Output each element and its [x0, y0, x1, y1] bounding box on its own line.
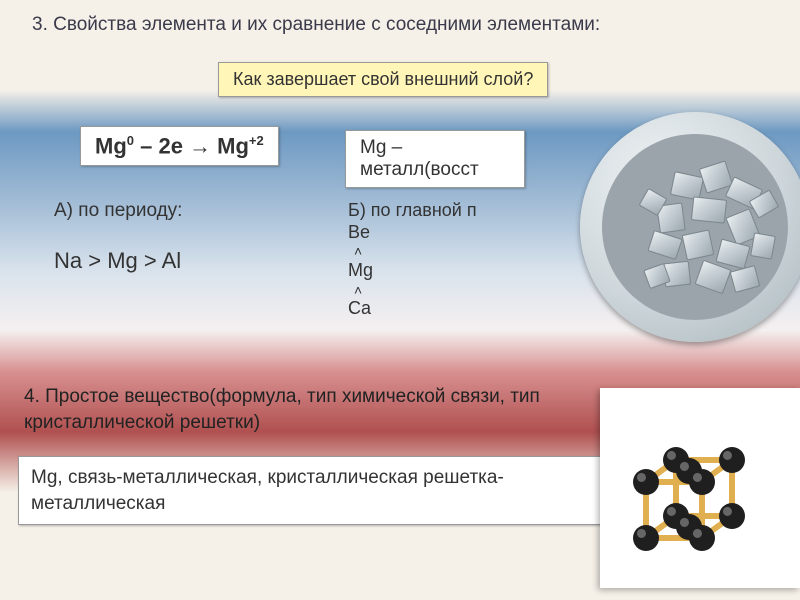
group-column: Б) по главной п Be ˄ Mg ˄ Ca: [348, 200, 477, 320]
group-item: Ca: [348, 298, 477, 320]
section3-title: 3. Свойства элемента и их сравнение с со…: [0, 0, 800, 44]
crystal-lattice-image: [600, 388, 800, 588]
group-item: Be: [348, 222, 477, 244]
caret-icon: ˄: [348, 282, 477, 299]
magnesium-dish-image: [580, 112, 800, 342]
equation-box: Mg0 – 2e → Mg+2: [80, 126, 279, 166]
group-item: Mg: [348, 260, 477, 282]
period-comparison: Na > Mg > Al: [54, 248, 181, 274]
period-label: А) по периоду:: [54, 200, 182, 222]
section4-title: 4. Простое вещество(формула, тип химичес…: [24, 384, 584, 435]
answer-box: Mg, связь-металлическая, кристаллическая…: [18, 456, 618, 525]
question-box: Как завершает свой внешний слой?: [218, 62, 548, 97]
metal-box: Mg – металл(восст: [345, 130, 525, 188]
caret-icon: ˄: [348, 243, 477, 260]
group-label: Б) по главной п: [348, 200, 477, 222]
